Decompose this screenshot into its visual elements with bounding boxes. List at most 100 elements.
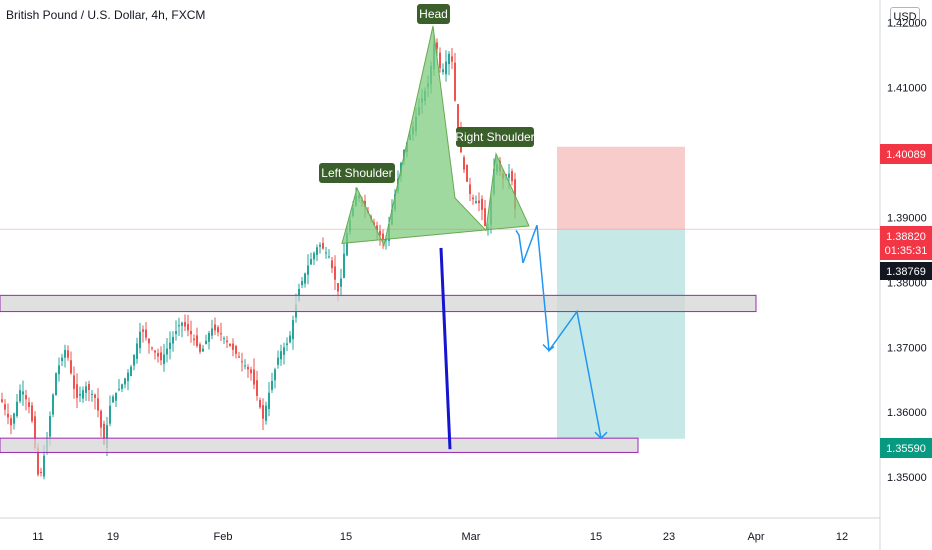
candle-body bbox=[88, 383, 90, 391]
candle-body bbox=[22, 391, 24, 395]
candle-body bbox=[325, 252, 327, 254]
stop-loss-price-tag: 1.40089 bbox=[880, 144, 932, 164]
candle-body bbox=[466, 164, 468, 182]
symbol-title[interactable]: British Pound / U.S. Dollar, 4h, FXCM bbox=[6, 8, 206, 22]
candle-body bbox=[319, 244, 321, 247]
candle-body bbox=[97, 398, 99, 411]
take-profit-zone[interactable] bbox=[557, 229, 685, 439]
candle-body bbox=[175, 331, 177, 335]
candle-body bbox=[256, 380, 258, 396]
candle-body bbox=[115, 392, 117, 401]
candle-body bbox=[382, 233, 384, 241]
candle-body bbox=[235, 345, 237, 354]
candle-body bbox=[268, 392, 270, 410]
candle-body bbox=[142, 329, 144, 332]
candle-body bbox=[199, 344, 201, 352]
candle-body bbox=[307, 265, 309, 275]
candle-body bbox=[118, 388, 120, 390]
svg-text:1.35590: 1.35590 bbox=[886, 443, 926, 455]
candle-body bbox=[52, 394, 54, 415]
candle-body bbox=[79, 394, 81, 396]
candle-body bbox=[445, 61, 447, 75]
time-tick-label: 23 bbox=[663, 531, 675, 543]
candle-body bbox=[10, 418, 12, 426]
stop-loss-zone[interactable] bbox=[557, 146, 685, 230]
candle-body bbox=[43, 455, 45, 477]
svg-text:1.38820: 1.38820 bbox=[886, 231, 926, 243]
candle-body bbox=[469, 184, 471, 194]
candle-body bbox=[100, 410, 102, 428]
measured-move-line[interactable] bbox=[439, 247, 452, 450]
candle-body bbox=[310, 259, 312, 265]
price-tick-label: 1.42000 bbox=[887, 18, 927, 30]
candle-body bbox=[124, 378, 126, 385]
candle-body bbox=[232, 343, 234, 350]
head-and-shoulders-pattern[interactable] bbox=[341, 25, 530, 247]
candle-body bbox=[148, 338, 150, 344]
annotation-right-shoulder[interactable]: Right Shoulder bbox=[455, 127, 535, 147]
candle-body bbox=[145, 329, 147, 338]
candle-body bbox=[190, 330, 192, 335]
currency-button[interactable]: USD bbox=[890, 7, 920, 27]
candle-body bbox=[25, 395, 27, 400]
time-tick-label: Mar bbox=[462, 531, 481, 543]
candle-body bbox=[448, 53, 450, 65]
candle-body bbox=[31, 405, 33, 422]
time-tick-label: 11 bbox=[32, 531, 43, 543]
projection-path[interactable] bbox=[515, 224, 602, 439]
candle-body bbox=[4, 404, 6, 410]
annotation-left-shoulder[interactable]: Left Shoulder bbox=[319, 163, 395, 183]
time-tick-label: 15 bbox=[590, 531, 602, 543]
time-axis[interactable]: 11 19 Feb 15 Mar 15 23 Apr 12 bbox=[32, 531, 848, 543]
candle-body bbox=[229, 343, 231, 346]
time-tick-label: 12 bbox=[836, 531, 848, 543]
candle-body bbox=[313, 253, 315, 260]
candle-body bbox=[28, 402, 30, 407]
candle-body bbox=[73, 375, 75, 389]
candle-body bbox=[364, 200, 366, 208]
candle-body bbox=[37, 447, 39, 475]
candle-body bbox=[241, 361, 243, 363]
candle-body bbox=[301, 281, 303, 286]
price-tick-label: 1.41000 bbox=[887, 83, 927, 95]
candle-body bbox=[121, 384, 123, 389]
candle-body bbox=[133, 355, 135, 366]
candle-body bbox=[454, 62, 456, 101]
candle-body bbox=[463, 157, 465, 170]
candle-body bbox=[169, 342, 171, 349]
price-axis[interactable]: 1.42000 1.41000 1.39000 1.38000 1.37000 1.360… bbox=[887, 18, 927, 484]
candle-body bbox=[208, 333, 210, 342]
time-tick-label: Feb bbox=[214, 531, 233, 543]
candle-body bbox=[178, 325, 180, 327]
candle-body bbox=[283, 347, 285, 355]
bar-countdown: 01:35:31 bbox=[885, 245, 928, 257]
candle-body bbox=[304, 273, 306, 284]
candle-body bbox=[289, 335, 291, 343]
candle-body bbox=[64, 349, 66, 358]
price-tick-label: 1.38000 bbox=[887, 277, 927, 289]
candle-body bbox=[163, 354, 165, 364]
candle-body bbox=[151, 347, 153, 349]
support-zones[interactable] bbox=[0, 294, 757, 453]
candle-body bbox=[226, 340, 228, 343]
support-zone[interactable] bbox=[0, 437, 639, 453]
candle-body bbox=[265, 405, 267, 421]
candle-body bbox=[19, 390, 21, 402]
price-tick-label: 1.36000 bbox=[887, 407, 927, 419]
candle-body bbox=[451, 56, 453, 62]
candle-body bbox=[340, 278, 342, 287]
annotation-head[interactable]: Head bbox=[417, 4, 450, 24]
support-zone[interactable] bbox=[0, 294, 757, 313]
candle-body bbox=[247, 366, 249, 370]
candle-body bbox=[484, 208, 486, 227]
candle-body bbox=[154, 350, 156, 353]
candle-body bbox=[328, 256, 330, 258]
time-tick-label: 15 bbox=[340, 531, 352, 543]
candle-body bbox=[40, 472, 42, 474]
candle-body bbox=[508, 173, 510, 178]
candle-body bbox=[13, 413, 15, 424]
candle-body bbox=[76, 384, 78, 398]
candle-body bbox=[85, 386, 87, 393]
candle-body bbox=[343, 253, 345, 278]
